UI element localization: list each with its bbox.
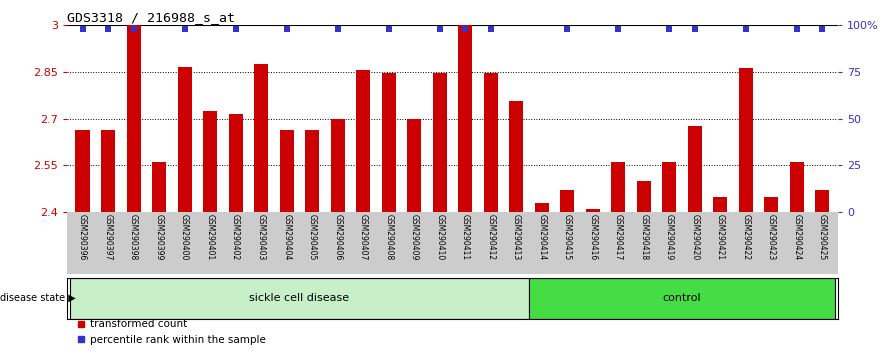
Bar: [713, 198, 728, 212]
Text: sickle cell disease: sickle cell disease: [249, 293, 349, 303]
Bar: [407, 119, 421, 212]
Bar: [280, 130, 294, 212]
Text: GSM290406: GSM290406: [333, 214, 342, 261]
Text: GSM290418: GSM290418: [640, 214, 649, 261]
Text: GSM290419: GSM290419: [665, 214, 674, 261]
Bar: [535, 203, 548, 212]
Bar: [509, 101, 523, 212]
Text: GSM290412: GSM290412: [487, 214, 495, 261]
Text: GSM290421: GSM290421: [716, 214, 725, 261]
Bar: [815, 190, 830, 212]
Bar: [177, 67, 192, 212]
Text: GSM290423: GSM290423: [767, 214, 776, 261]
Bar: [688, 126, 702, 212]
Bar: [70, 278, 529, 319]
Bar: [254, 64, 268, 212]
Bar: [458, 25, 472, 212]
Text: GSM290396: GSM290396: [78, 214, 87, 261]
Text: GSM290400: GSM290400: [180, 214, 189, 261]
Text: GSM290405: GSM290405: [307, 214, 316, 261]
Bar: [152, 162, 166, 212]
Text: GSM290417: GSM290417: [614, 214, 623, 261]
Text: GSM290407: GSM290407: [358, 214, 367, 261]
Bar: [433, 73, 447, 212]
Bar: [382, 73, 396, 212]
Text: GSM290416: GSM290416: [589, 214, 598, 261]
Bar: [739, 68, 753, 212]
Text: control: control: [663, 293, 702, 303]
Text: GSM290409: GSM290409: [409, 214, 418, 261]
Text: disease state ▶: disease state ▶: [0, 293, 76, 303]
Text: GSM290397: GSM290397: [104, 214, 113, 261]
Text: GSM290424: GSM290424: [792, 214, 801, 261]
Bar: [101, 130, 115, 212]
Text: GSM290414: GSM290414: [538, 214, 547, 261]
Text: GSM290410: GSM290410: [435, 214, 444, 261]
Text: GSM290420: GSM290420: [691, 214, 700, 261]
Text: GSM290398: GSM290398: [129, 214, 138, 261]
Bar: [560, 190, 574, 212]
Bar: [790, 162, 804, 212]
Bar: [637, 181, 650, 212]
Text: GSM290413: GSM290413: [512, 214, 521, 261]
Text: GSM290401: GSM290401: [205, 214, 214, 261]
Text: GDS3318 / 216988_s_at: GDS3318 / 216988_s_at: [67, 11, 235, 24]
Text: GSM290402: GSM290402: [231, 214, 240, 261]
Bar: [306, 130, 319, 212]
Text: GSM290403: GSM290403: [256, 214, 265, 261]
Bar: [331, 119, 345, 212]
Bar: [764, 198, 779, 212]
Bar: [586, 209, 599, 212]
Bar: [75, 130, 90, 212]
Text: GSM290411: GSM290411: [461, 214, 470, 261]
Bar: [529, 278, 835, 319]
Text: GSM290408: GSM290408: [384, 214, 393, 261]
Text: GSM290404: GSM290404: [282, 214, 291, 261]
Text: GSM290415: GSM290415: [563, 214, 572, 261]
Bar: [611, 162, 625, 212]
Text: GSM290425: GSM290425: [818, 214, 827, 261]
Text: GSM290399: GSM290399: [154, 214, 164, 261]
Bar: [203, 111, 217, 212]
Bar: [662, 162, 676, 212]
Legend: transformed count, percentile rank within the sample: transformed count, percentile rank withi…: [73, 315, 271, 349]
Text: GSM290422: GSM290422: [741, 214, 751, 261]
Bar: [126, 25, 141, 212]
Bar: [484, 73, 498, 212]
Bar: [228, 114, 243, 212]
Bar: [356, 70, 370, 212]
